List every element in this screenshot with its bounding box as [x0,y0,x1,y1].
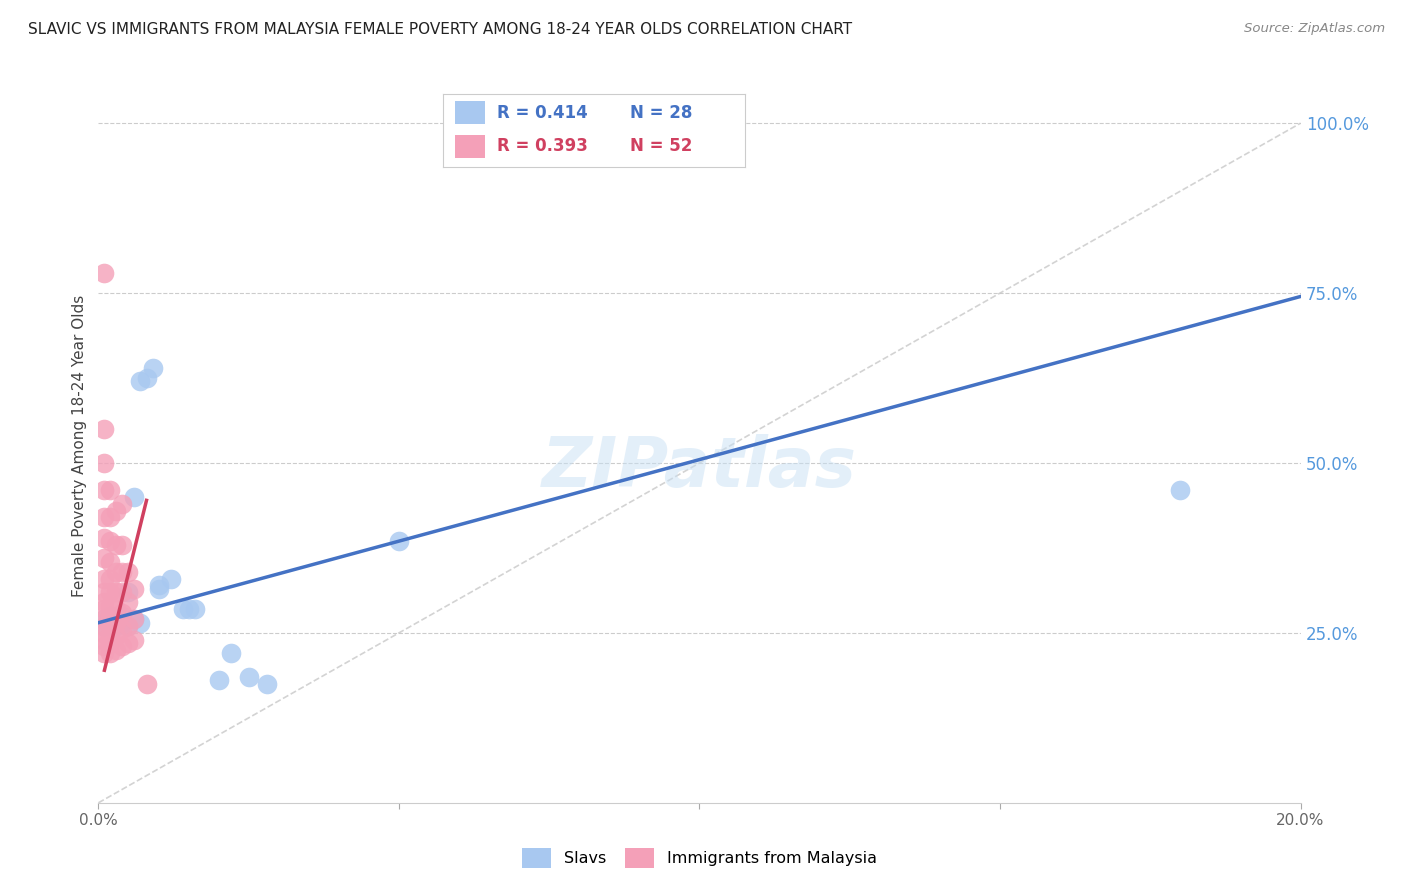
Point [105,537,128,551]
Point [100,585,122,599]
Point [111,537,134,551]
FancyBboxPatch shape [456,135,485,158]
Point [208,673,231,688]
Point [93,646,115,660]
Point [100,615,122,630]
Point [129,615,152,630]
Point [93,632,115,647]
Point [219,646,242,660]
Point [100,608,122,623]
Point [100,629,122,643]
Y-axis label: Female Poverty Among 18-24 Year Olds: Female Poverty Among 18-24 Year Olds [72,295,87,597]
Text: N = 52: N = 52 [630,136,693,154]
Point [100,483,122,498]
Point [111,606,134,620]
Point [93,572,115,586]
Point [93,612,115,626]
Point [105,503,128,517]
Point [93,483,115,498]
Text: SLAVIC VS IMMIGRANTS FROM MALAYSIA FEMALE POVERTY AMONG 18-24 YEAR OLDS CORRELAT: SLAVIC VS IMMIGRANTS FROM MALAYSIA FEMAL… [28,22,852,37]
Point [117,619,139,633]
Point [124,582,146,596]
Point [93,595,115,609]
Point [111,565,134,579]
Point [1170,483,1192,498]
Point [93,619,115,633]
Point [100,534,122,549]
Text: N = 28: N = 28 [630,103,693,121]
Point [100,555,122,569]
Point [183,602,205,616]
Point [111,497,134,511]
Point [124,490,146,504]
Point [388,534,411,549]
Point [93,266,115,280]
Point [105,619,128,633]
Point [159,572,181,586]
Point [117,585,139,599]
Text: R = 0.393: R = 0.393 [498,136,588,154]
Point [256,677,278,691]
Text: R = 0.414: R = 0.414 [498,103,588,121]
Point [129,375,152,389]
Point [148,582,170,596]
Point [105,565,128,579]
Point [100,608,122,623]
Point [124,612,146,626]
Point [93,531,115,545]
Point [93,551,115,566]
Point [93,626,115,640]
Point [100,619,122,633]
Point [93,456,115,470]
Point [93,602,115,616]
Point [141,360,163,375]
Point [111,585,134,599]
Point [124,612,146,626]
Point [93,612,115,626]
Point [117,595,139,609]
Point [105,629,128,643]
Point [111,623,134,637]
Point [105,643,128,657]
Point [111,640,134,654]
Point [100,572,122,586]
Point [111,615,134,630]
Point [135,371,157,385]
Point [93,422,115,436]
Point [105,585,128,599]
Point [238,670,260,684]
Point [105,602,128,616]
Point [93,510,115,524]
Legend: Slavs, Immigrants from Malaysia: Slavs, Immigrants from Malaysia [516,842,883,874]
Point [100,599,122,613]
Text: ZIPatlas: ZIPatlas [541,434,858,501]
Point [100,510,122,524]
Point [93,585,115,599]
Point [105,612,128,626]
Point [117,565,139,579]
Point [124,632,146,647]
Point [105,615,128,630]
Point [100,636,122,650]
Point [172,602,194,616]
Point [135,677,157,691]
Point [117,619,139,633]
Point [100,646,122,660]
Point [111,608,134,623]
FancyBboxPatch shape [456,101,485,124]
Text: Source: ZipAtlas.com: Source: ZipAtlas.com [1244,22,1385,36]
Point [117,636,139,650]
Point [148,578,170,592]
Point [177,602,200,616]
Point [93,619,115,633]
Point [93,640,115,654]
